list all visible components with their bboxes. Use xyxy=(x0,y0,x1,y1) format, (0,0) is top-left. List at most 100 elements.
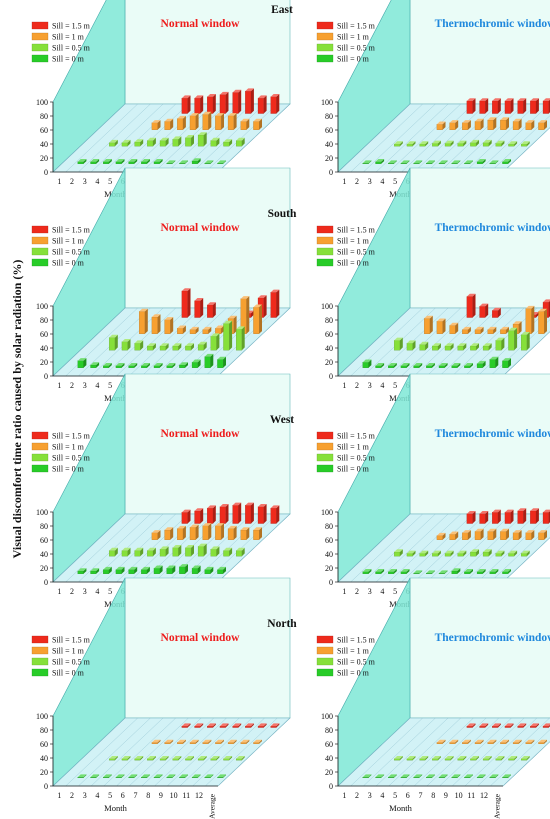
bar-top xyxy=(426,160,435,164)
bar-top xyxy=(77,358,87,361)
bar xyxy=(525,530,535,540)
floor-gridline xyxy=(426,103,499,173)
bar-front xyxy=(464,365,471,368)
bar xyxy=(479,303,489,318)
bar-front xyxy=(189,329,196,334)
bar xyxy=(464,363,473,368)
bar xyxy=(400,569,410,574)
bar xyxy=(128,363,138,368)
floor-gridline xyxy=(401,513,474,583)
bar xyxy=(207,302,216,318)
bar-front xyxy=(215,742,222,744)
bar xyxy=(179,160,188,164)
bar-side xyxy=(170,527,174,540)
bar-side xyxy=(203,543,207,557)
bar-side xyxy=(506,117,509,130)
chart-panel-east-normal: 020406080100123456789101112AverageMonthS… xyxy=(31,0,291,205)
bar xyxy=(141,566,150,574)
bar-front xyxy=(482,758,489,761)
bar-side xyxy=(229,320,233,351)
bar xyxy=(194,95,204,114)
bar-side xyxy=(195,524,199,540)
bar-top xyxy=(462,326,471,330)
bar-top xyxy=(457,756,467,759)
bar-front xyxy=(426,776,433,778)
bar-side xyxy=(518,739,522,744)
legend-swatch xyxy=(31,247,49,256)
y-tick-label: 0 xyxy=(44,372,48,381)
bar-front xyxy=(153,161,160,164)
floor-gridline xyxy=(426,513,499,583)
bar-top xyxy=(538,120,547,123)
bar-front xyxy=(153,776,160,778)
legend-label: Sill = 0 m xyxy=(52,669,85,678)
bar-side xyxy=(442,121,446,130)
bar-top xyxy=(388,569,397,572)
bar xyxy=(189,739,199,744)
floor-gridline xyxy=(217,307,291,377)
bar-side xyxy=(485,723,489,728)
bar-front xyxy=(451,162,458,164)
bar xyxy=(487,326,497,334)
bar-front xyxy=(388,571,395,574)
bar-side xyxy=(482,774,486,778)
bar xyxy=(504,509,514,524)
bar-front xyxy=(164,742,171,744)
bar xyxy=(449,739,459,744)
bar-side xyxy=(514,550,518,557)
bar-side xyxy=(488,549,492,557)
bar-top xyxy=(240,296,250,299)
bar-front xyxy=(487,742,494,744)
bar-front xyxy=(525,122,532,130)
bar-front xyxy=(525,742,532,744)
bar-top xyxy=(388,160,397,164)
floor-gridline xyxy=(477,103,550,173)
bar xyxy=(449,531,459,540)
bar-side xyxy=(523,508,527,524)
bar-front xyxy=(115,161,122,164)
legend-swatch xyxy=(31,258,49,267)
legend-label: Sill = 0 m xyxy=(52,465,85,474)
bar-side xyxy=(157,739,161,744)
bar-front xyxy=(153,365,160,368)
bar-side xyxy=(457,568,461,574)
bar-side xyxy=(381,159,385,164)
bar-front xyxy=(482,142,489,147)
bar-side xyxy=(114,334,118,351)
bar-top xyxy=(139,308,148,312)
bar-front xyxy=(185,137,192,147)
bar-side xyxy=(457,160,461,164)
bar xyxy=(151,530,161,540)
bar-side xyxy=(203,341,207,351)
back-wall xyxy=(409,167,550,309)
bar xyxy=(538,739,547,744)
bar xyxy=(362,160,372,164)
bar xyxy=(521,332,530,351)
bar-front xyxy=(462,532,469,540)
legend-swatch xyxy=(31,225,49,234)
legend-swatch xyxy=(31,431,49,440)
bar-side xyxy=(463,343,467,351)
floor-gridline xyxy=(167,717,240,787)
bar-top xyxy=(103,159,112,162)
bar-front xyxy=(236,140,243,147)
bar-top xyxy=(198,543,207,547)
bar-front xyxy=(217,359,224,368)
bar-top xyxy=(232,89,242,93)
bar xyxy=(215,523,224,540)
bar-front xyxy=(215,115,222,130)
x-tick-label: 2 xyxy=(355,381,359,390)
bar xyxy=(432,140,441,147)
bar-front xyxy=(502,776,509,778)
bar-front xyxy=(394,143,401,147)
bar xyxy=(164,739,174,744)
bar xyxy=(217,160,226,164)
x-tick-label: 9 xyxy=(444,791,448,800)
bar-side xyxy=(233,525,237,540)
bar-side xyxy=(498,723,501,728)
bar-top xyxy=(543,723,550,727)
bar-top xyxy=(258,95,267,99)
bar-front xyxy=(521,143,528,147)
bar-front xyxy=(512,532,519,540)
bar-side xyxy=(147,363,150,368)
